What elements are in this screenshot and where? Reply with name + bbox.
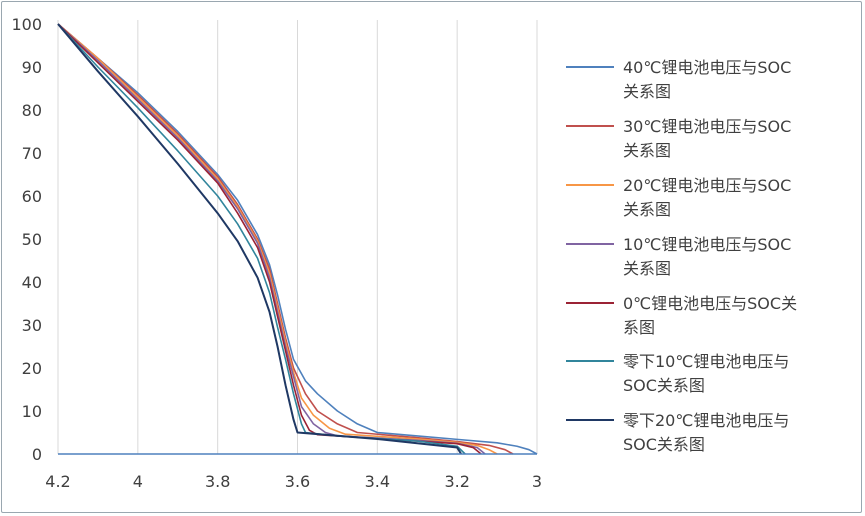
series-line-3 bbox=[57, 23, 486, 455]
x-tick-label: 3.4 bbox=[365, 472, 390, 491]
y-tick-label: 0 bbox=[32, 445, 42, 464]
series-line-5 bbox=[57, 23, 466, 455]
x-tick-label: 4 bbox=[133, 472, 143, 491]
series-line-2 bbox=[57, 23, 498, 455]
legend-item-3: 10℃锂电池电压与SOC 关系图 bbox=[566, 235, 791, 278]
legend-label: 40℃锂电池电压与SOC 关系图 bbox=[623, 58, 791, 101]
legend-item-4: 0℃锂电池电压与SOC关系图 bbox=[566, 294, 797, 337]
x-tick-label: 3.6 bbox=[285, 472, 310, 491]
x-tick-label: 3.2 bbox=[444, 472, 469, 491]
y-tick-label: 40 bbox=[22, 273, 42, 292]
y-tick-label: 60 bbox=[22, 187, 42, 206]
y-tick-label: 100 bbox=[11, 15, 42, 34]
series-line-6 bbox=[57, 23, 463, 455]
series-lines bbox=[57, 23, 538, 455]
legend-label: 零下10℃锂电池电压与 SOC关系图 bbox=[623, 352, 789, 395]
y-tick-label: 90 bbox=[22, 58, 42, 77]
x-tick-label: 4.2 bbox=[45, 472, 70, 491]
series-line-0 bbox=[57, 23, 538, 455]
legend-item-0: 40℃锂电池电压与SOC 关系图 bbox=[566, 58, 791, 101]
x-tick-label: 3 bbox=[532, 472, 542, 491]
series-line-1 bbox=[57, 23, 514, 455]
legend-item-6: 零下20℃锂电池电压与 SOC关系图 bbox=[566, 411, 789, 454]
legend-label: 30℃锂电池电压与SOC 关系图 bbox=[623, 117, 791, 160]
y-tick-label: 80 bbox=[22, 101, 42, 120]
x-axis-ticks: 4.2 4 3.8 3.6 3.4 3.2 3 bbox=[45, 472, 542, 491]
y-tick-label: 10 bbox=[22, 402, 42, 421]
y-tick-label: 70 bbox=[22, 144, 42, 163]
x-tick-label: 3.8 bbox=[205, 472, 230, 491]
legend-item-5: 零下10℃锂电池电压与 SOC关系图 bbox=[566, 352, 789, 395]
legend-label: 零下20℃锂电池电压与 SOC关系图 bbox=[623, 411, 789, 454]
legend-label: 10℃锂电池电压与SOC 关系图 bbox=[623, 235, 791, 278]
series-line-4 bbox=[57, 23, 482, 455]
legend-item-2: 20℃锂电池电压与SOC 关系图 bbox=[566, 176, 791, 219]
y-tick-label: 20 bbox=[22, 359, 42, 378]
legend-label: 20℃锂电池电压与SOC 关系图 bbox=[623, 176, 791, 219]
legend: 40℃锂电池电压与SOC 关系图 30℃锂电池电压与SOC 关系图 20℃锂电池电压与S… bbox=[566, 58, 797, 454]
y-axis-ticks: 0 10 20 30 40 50 60 70 80 90 100 bbox=[11, 15, 42, 464]
y-tick-label: 50 bbox=[22, 230, 42, 249]
legend-item-1: 30℃锂电池电压与SOC 关系图 bbox=[566, 117, 791, 160]
y-tick-label: 30 bbox=[22, 316, 42, 335]
legend-label: 0℃锂电池电压与SOC关系图 bbox=[623, 294, 797, 337]
